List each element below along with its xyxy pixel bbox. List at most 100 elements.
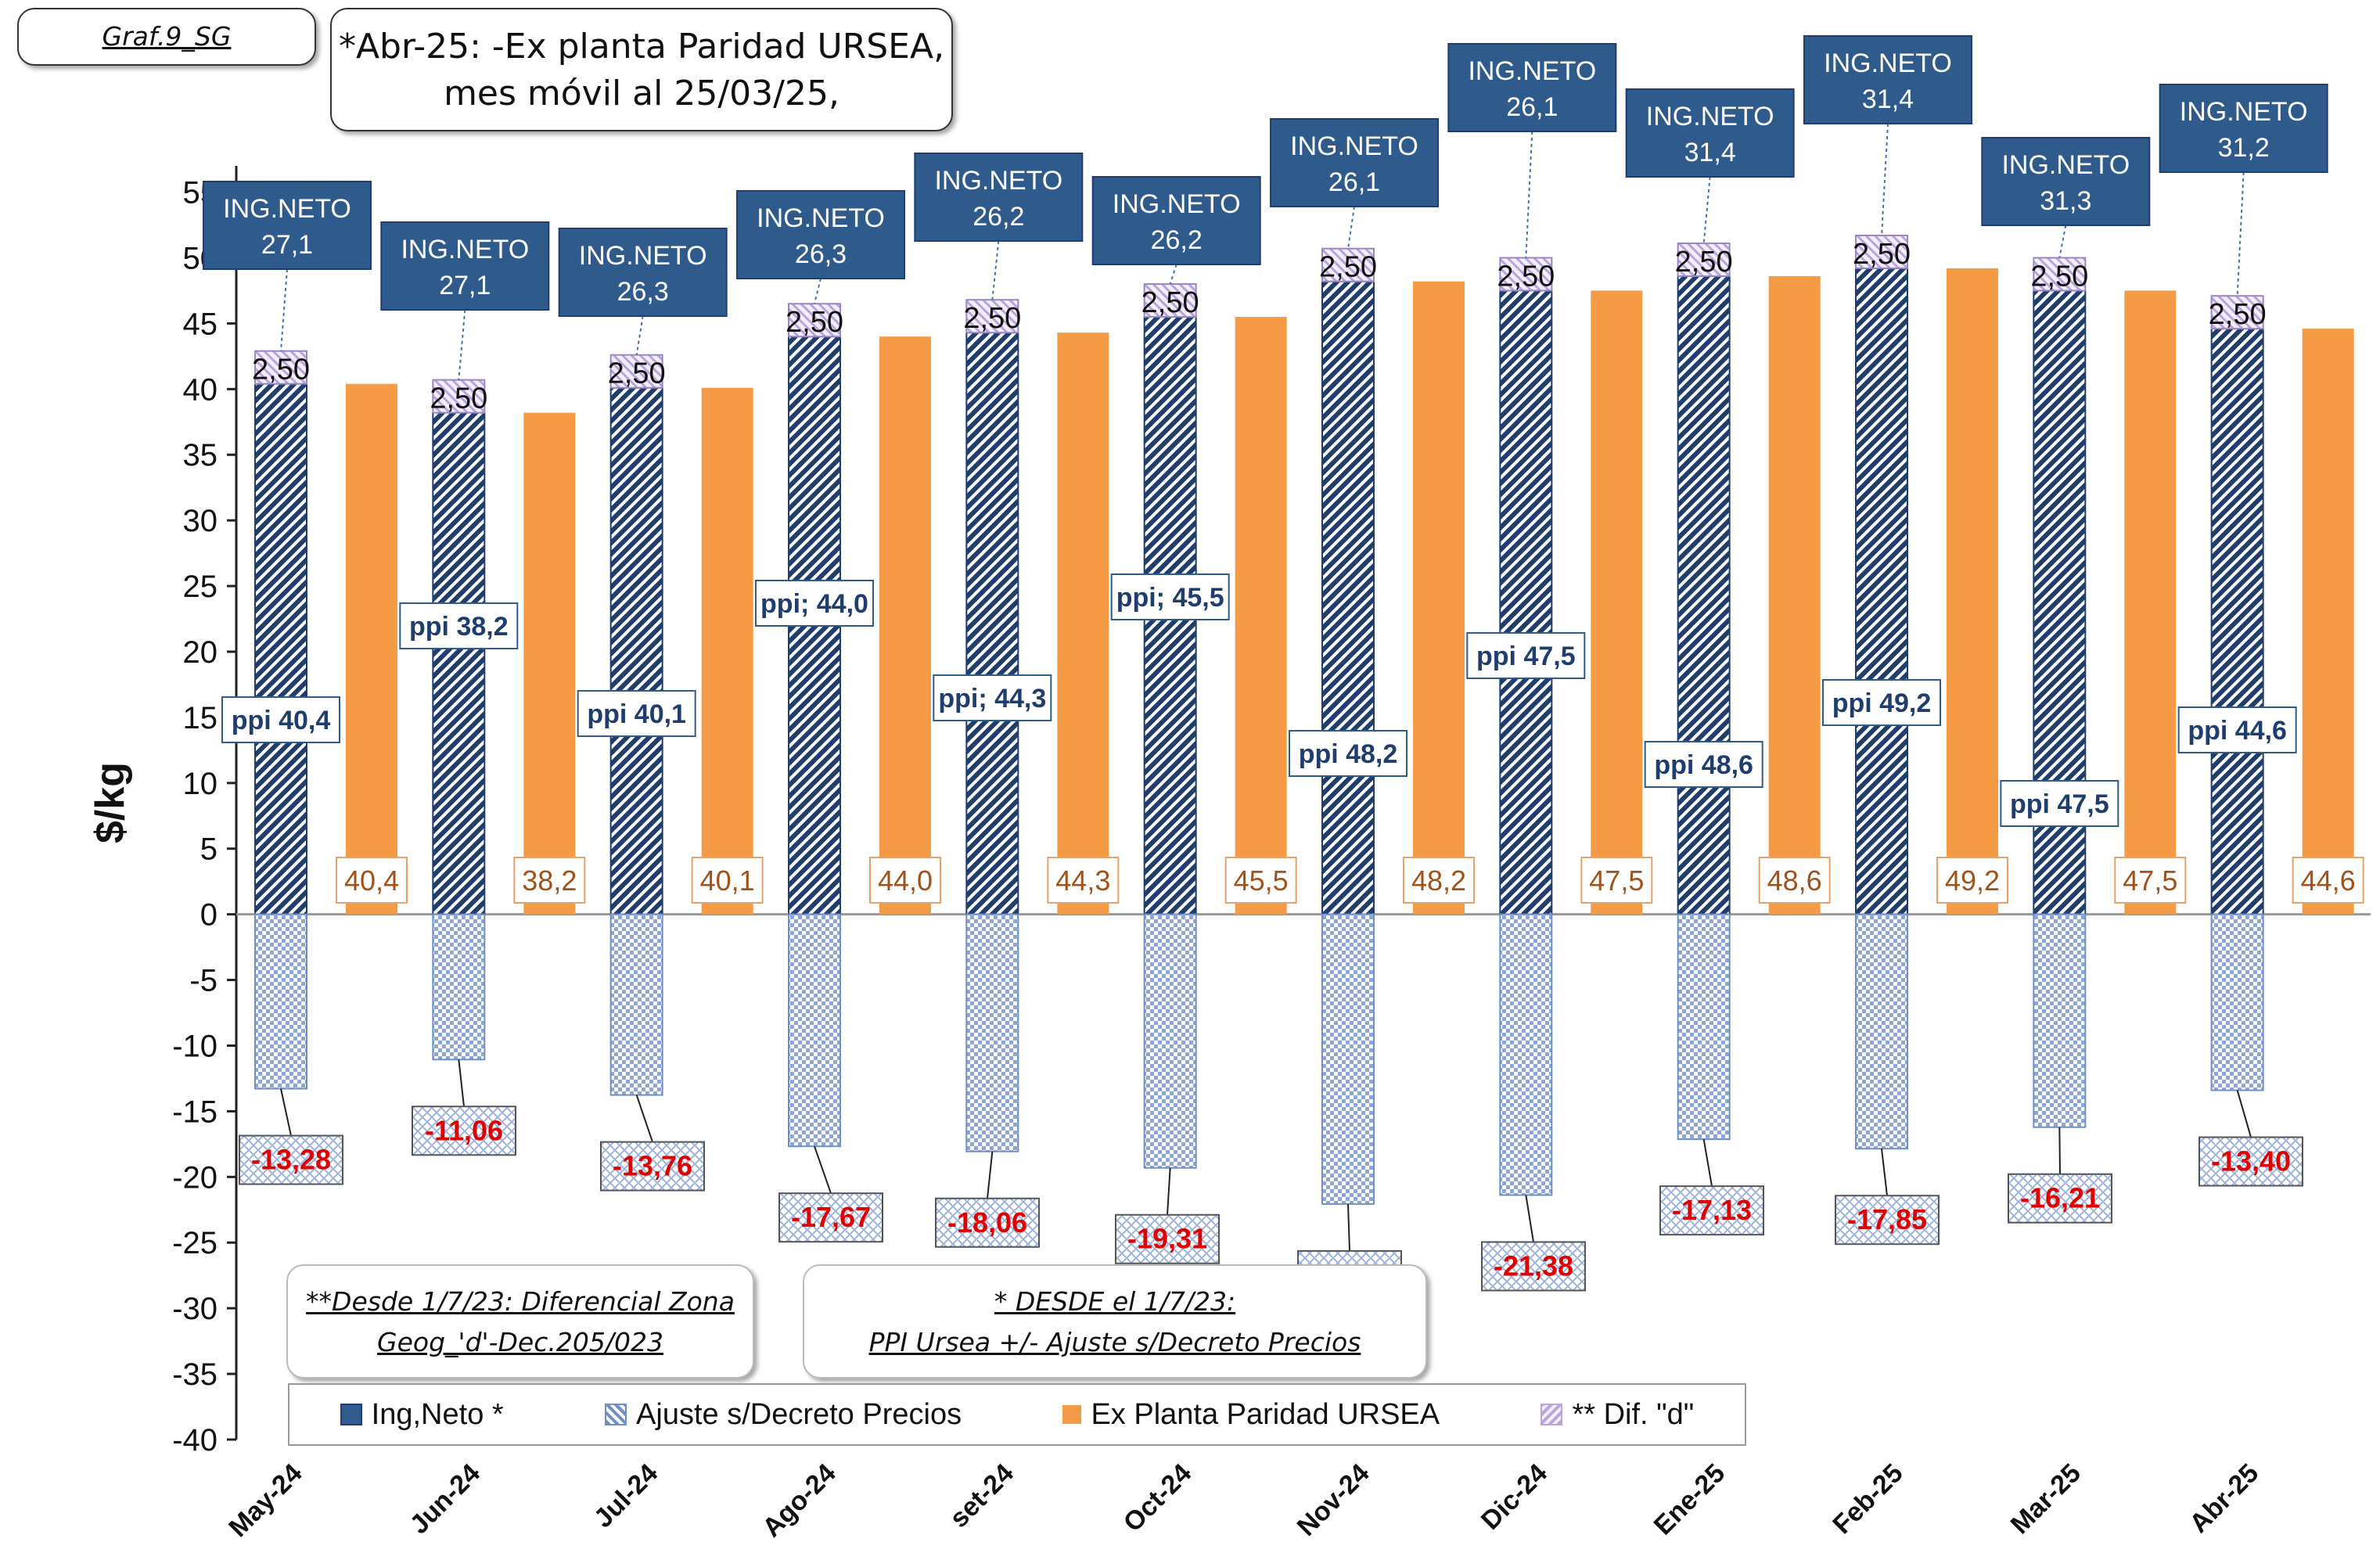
- y-tick-label: 35: [183, 438, 218, 473]
- ppi-label: ppi; 44,0: [760, 589, 868, 619]
- ajuste-label-box: [1481, 1241, 1586, 1292]
- bar-ing-neto: [254, 383, 307, 915]
- dif-label: 2,50: [1319, 251, 1377, 284]
- bar-ajuste: [965, 913, 1019, 1152]
- legend-swatch-ex-planta: [1062, 1405, 1082, 1424]
- ing-neto-callout: [1447, 43, 1617, 132]
- bar-ex-planta: [1947, 268, 1998, 915]
- ing-neto-value: 31,4: [1684, 138, 1736, 167]
- ex-planta-label-box: [1758, 857, 1831, 904]
- top-note: *Abr-25: -Ex planta Paridad URSEA, mes m…: [330, 8, 953, 131]
- x-tick-label: set-24: [944, 1458, 1019, 1533]
- legend-item-ajuste: Ajuste s/Decreto Precios: [605, 1398, 962, 1432]
- bar-dif-d: [2210, 295, 2264, 330]
- dif-label: 2,50: [2209, 298, 2267, 331]
- y-axis: 5550454035302520151050-5-10-15-20-25-30-…: [88, 166, 2371, 1458]
- ing-neto-leader: [814, 278, 821, 304]
- ing-neto-callout: [1625, 88, 1795, 178]
- dif-label: 2,50: [430, 383, 487, 415]
- bar-ex-planta: [2302, 329, 2354, 915]
- ajuste-label-box: [1659, 1185, 1764, 1236]
- y-tick-label: -5: [189, 964, 218, 998]
- bar-ex-planta: [1235, 317, 1287, 915]
- ajuste-label-box: [778, 1192, 883, 1243]
- note-ppi: * DESDE el 1/7/23: PPI Ursea +/- Ajuste …: [803, 1264, 1427, 1379]
- y-tick-label: -15: [172, 1095, 218, 1129]
- y-tick-label: -20: [172, 1160, 218, 1195]
- bar-ing-neto: [432, 412, 486, 915]
- x-axis-labels: May-24 Jun-24 Jul-24 Ago-24 set-24 Oct-24 Nov-…: [223, 1458, 2264, 1543]
- ing-neto-leader: [2236, 171, 2245, 297]
- ex-planta-label: 45,5: [1234, 865, 1289, 897]
- ing-neto-title: ING.NETO: [1290, 131, 1418, 161]
- bar-dif-d: [1677, 243, 1731, 277]
- y-tick-label: 15: [183, 701, 218, 735]
- ppi-label: ppi 38,2: [409, 612, 509, 642]
- ing-neto-title: ING.NETO: [1468, 56, 1596, 86]
- top-note-line1: *Abr-25: -Ex planta Paridad URSEA,: [338, 27, 945, 67]
- legend-label-ex-planta: Ex Planta Paridad URSEA: [1091, 1397, 1440, 1431]
- ajuste-label-box: [1835, 1195, 1940, 1246]
- dif-label: 2,50: [1497, 260, 1555, 293]
- y-tick-label: -30: [172, 1292, 218, 1326]
- ing-neto-title: ING.NETO: [1113, 189, 1241, 219]
- bar-ajuste: [254, 913, 307, 1090]
- ajuste-label: -18,06: [947, 1206, 1027, 1238]
- x-tick-label: Abr-25: [2184, 1458, 2264, 1539]
- ex-planta-label-box: [2114, 857, 2187, 904]
- dif-label: 2,50: [963, 302, 1021, 335]
- y-tick-label: -10: [172, 1029, 218, 1063]
- ing-neto-title: ING.NETO: [757, 203, 885, 233]
- ajuste-label: -17,85: [1847, 1203, 1927, 1235]
- ex-planta-label-box: [1403, 857, 1475, 904]
- bar-ex-planta: [1057, 333, 1109, 915]
- bar-dif-d: [1321, 247, 1375, 282]
- x-tick-label: Mar-25: [2005, 1458, 2087, 1540]
- bar-ex-planta: [701, 387, 753, 915]
- ajuste-leader: [2236, 1090, 2252, 1138]
- dif-label: 2,50: [786, 306, 843, 339]
- ing-neto-callout: [2159, 84, 2328, 173]
- legend-label-dif: ** Dif. "d": [1572, 1397, 1695, 1431]
- ing-neto-value: 26,3: [795, 239, 847, 269]
- ajuste-label-box: [935, 1197, 1040, 1248]
- ex-planta-label: 38,2: [522, 865, 577, 897]
- ing-neto-title: ING.NETO: [401, 235, 529, 264]
- ppi-label: ppi 47,5: [2010, 789, 2109, 819]
- ing-neto-leader: [1169, 264, 1177, 285]
- ex-planta-label: 49,2: [1945, 865, 2000, 897]
- ppi-label: ppi; 44,3: [938, 684, 1046, 714]
- bar-ex-planta: [1768, 275, 1821, 915]
- ing-neto-title: ING.NETO: [579, 241, 707, 271]
- ing-neto-value: 27,1: [261, 230, 313, 260]
- y-tick-label: 40: [183, 372, 218, 407]
- bar-ajuste: [1677, 913, 1731, 1141]
- note-ppi-line1: * DESDE el 1/7/23:: [994, 1286, 1236, 1317]
- ppi-label-box: [221, 696, 340, 743]
- ajuste-leader: [1167, 1167, 1171, 1215]
- ppi-label-box: [1644, 741, 1763, 788]
- bar-ajuste: [1143, 913, 1197, 1169]
- ajuste-label-box: [2008, 1173, 2112, 1224]
- ajuste-label-box: [600, 1141, 705, 1192]
- ajuste-label-box: [412, 1105, 516, 1156]
- y-tick-label: 0: [200, 898, 218, 933]
- ex-planta-label-box: [1047, 857, 1120, 904]
- ing-neto-value: 26,2: [972, 202, 1024, 232]
- legend-item-ing-neto: Ing,Neto *: [340, 1398, 504, 1432]
- bar-ing-neto: [1677, 275, 1731, 915]
- ajuste-label: -17,13: [1672, 1194, 1752, 1226]
- ex-planta-label-box: [2292, 857, 2364, 904]
- ajuste-leader: [814, 1145, 832, 1194]
- ex-planta-label: 44,6: [2301, 865, 2356, 897]
- y-tick-label: -40: [172, 1423, 218, 1458]
- legend-item-ex-planta: Ex Planta Paridad URSEA: [1062, 1398, 1440, 1432]
- ex-planta-label-box: [1224, 857, 1297, 904]
- ppi-label: ppi 48,6: [1654, 750, 1753, 780]
- bar-ing-neto: [1499, 289, 1553, 915]
- ing-neto-title: ING.NETO: [1646, 102, 1774, 131]
- ing-neto-callout: [1803, 35, 1972, 124]
- ex-planta-label-box: [869, 857, 941, 904]
- ex-planta-label: 48,6: [1767, 865, 1822, 897]
- ajuste-label-box: [2198, 1136, 2303, 1187]
